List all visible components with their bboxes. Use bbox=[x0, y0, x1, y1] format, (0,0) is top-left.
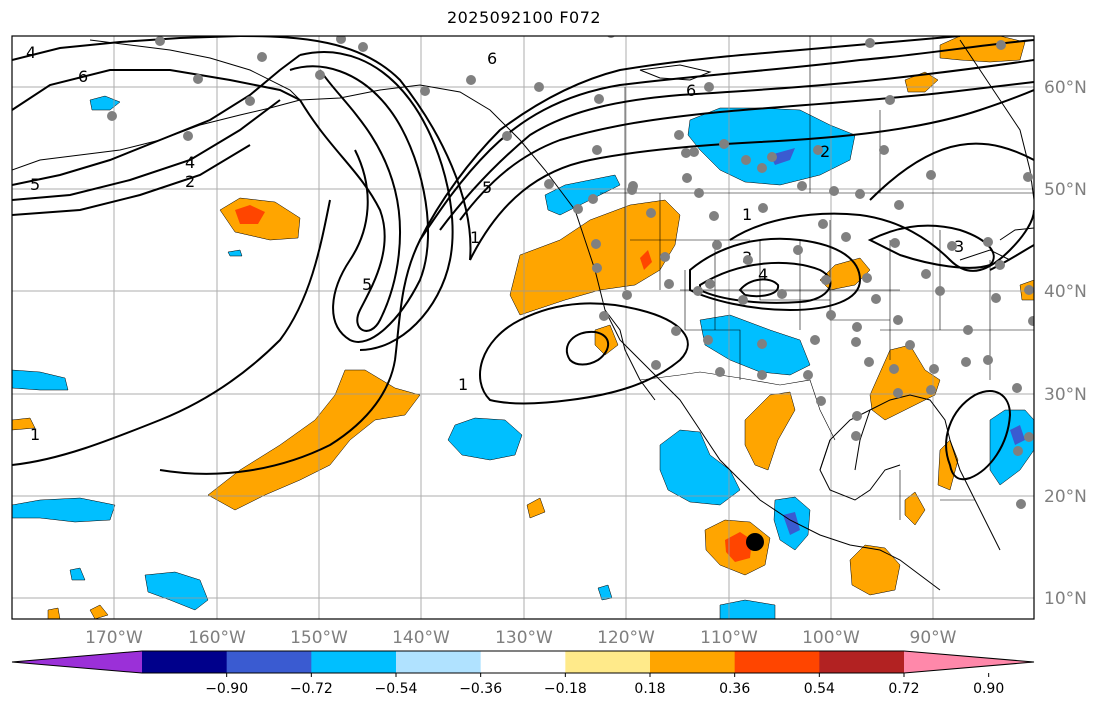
contour-label: 1 bbox=[458, 375, 468, 394]
lon-label: 90°W bbox=[910, 628, 957, 648]
lon-label: 160°W bbox=[188, 628, 246, 648]
contour-label: 1 bbox=[470, 228, 480, 247]
colorbar-swatch bbox=[734, 651, 820, 673]
colorbar-tick-label: −0.36 bbox=[459, 681, 502, 697]
colorbar-extend-low bbox=[12, 651, 142, 673]
colorbar-swatch bbox=[565, 651, 651, 673]
lon-label: 140°W bbox=[392, 628, 450, 648]
height-contours bbox=[12, 36, 1034, 481]
contour-label: 5 bbox=[30, 175, 40, 194]
map-frame bbox=[11, 35, 1035, 620]
station-markers bbox=[107, 36, 1034, 509]
lon-label: 150°W bbox=[290, 628, 348, 648]
contour-label: 4 bbox=[758, 265, 768, 284]
colorbar-outline bbox=[11, 650, 1035, 674]
storm-marker-icon bbox=[746, 533, 764, 551]
contour-label: 1 bbox=[742, 205, 752, 224]
lat-label: 10°N bbox=[1044, 589, 1087, 609]
longitude-labels: 170°W 160°W 150°W 140°W 130°W 120°W 110°… bbox=[85, 628, 957, 648]
contour-label: 1 bbox=[30, 425, 40, 444]
contour-label: 6 bbox=[78, 67, 88, 86]
colorbar-tick-label: 0.36 bbox=[719, 681, 750, 697]
colorbar-tick-label: −0.18 bbox=[544, 681, 587, 697]
contour-label: 6 bbox=[686, 81, 696, 100]
contour-label: 6 bbox=[487, 49, 497, 68]
lon-label: 100°W bbox=[802, 628, 860, 648]
colorbar-tick-label: 0.54 bbox=[804, 681, 835, 697]
colorbar-swatch bbox=[480, 651, 566, 673]
lat-label: 30°N bbox=[1044, 385, 1087, 405]
colorbar: −0.90 −0.72 −0.54 −0.36 −0.18 0.18 0.36 0.54 0.7… bbox=[11, 650, 1035, 697]
contour-label: 5 bbox=[482, 178, 492, 197]
contour-label: 3 bbox=[954, 237, 964, 256]
latitude-labels: 60°N 50°N 40°N 30°N 20°N 10°N bbox=[1044, 78, 1087, 609]
lon-label: 130°W bbox=[495, 628, 553, 648]
colorbar-swatch bbox=[226, 651, 312, 673]
contour-label: 4 bbox=[26, 43, 36, 62]
lat-label: 60°N bbox=[1044, 78, 1087, 98]
colorbar-tick-label: 0.18 bbox=[634, 681, 665, 697]
graticule bbox=[12, 36, 1034, 619]
colorbar-tick-label: 0.90 bbox=[973, 681, 1004, 697]
lon-label: 120°W bbox=[597, 628, 655, 648]
colorbar-tick-label: 0.72 bbox=[888, 681, 919, 697]
contour-label: 2 bbox=[185, 172, 195, 191]
contour-label: 5 bbox=[362, 275, 372, 294]
colorbar-tick-label: −0.90 bbox=[205, 681, 248, 697]
contour-label: 4 bbox=[185, 153, 195, 172]
colorbar-swatch bbox=[819, 651, 905, 673]
colorbar-extend-high bbox=[904, 651, 1034, 673]
colorbar-swatch bbox=[311, 651, 397, 673]
map-title: 2025092100 F072 bbox=[446, 8, 602, 27]
lat-label: 20°N bbox=[1044, 487, 1087, 507]
colorbar-swatch bbox=[650, 651, 736, 673]
contour-label: 2 bbox=[820, 142, 830, 161]
colorbar-tick-label: −0.54 bbox=[375, 681, 418, 697]
lon-label: 170°W bbox=[85, 628, 143, 648]
colorbar-swatch bbox=[396, 651, 482, 673]
lon-label: 110°W bbox=[700, 628, 758, 648]
lat-label: 40°N bbox=[1044, 282, 1087, 302]
colorbar-swatch bbox=[142, 651, 228, 673]
colorbar-tick-label: −0.72 bbox=[290, 681, 333, 697]
lat-label: 50°N bbox=[1044, 180, 1087, 200]
